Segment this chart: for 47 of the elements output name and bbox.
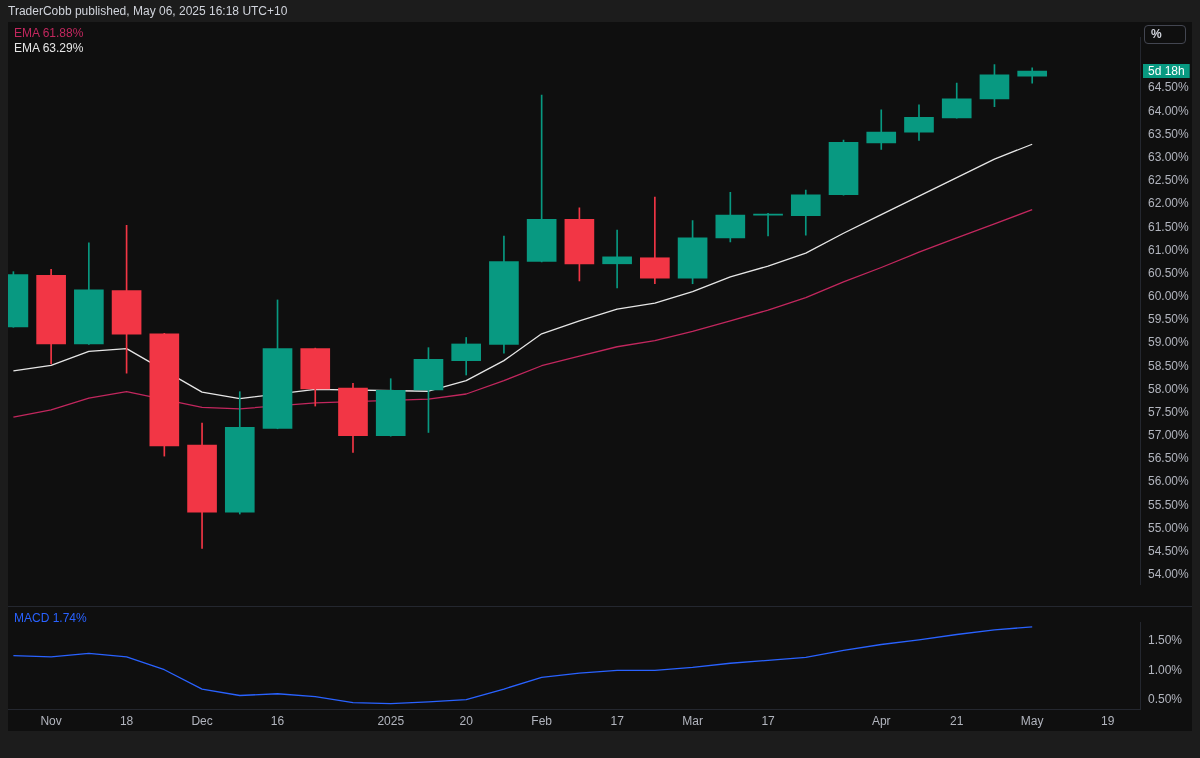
text: EMA 61.88% bbox=[14, 26, 84, 41]
y-tick-label: 63.50% bbox=[1148, 126, 1190, 141]
y-tick-label: 56.00% bbox=[1148, 474, 1190, 489]
y-tick-label: 60.00% bbox=[1148, 289, 1190, 304]
x-tick-label: Apr bbox=[871, 713, 891, 728]
y-axis-title: % bbox=[1144, 25, 1186, 44]
text: 5d 18h bbox=[1148, 64, 1185, 79]
y-tick-label: 59.50% bbox=[1148, 312, 1190, 327]
y-tick-label: 61.00% bbox=[1148, 242, 1190, 257]
y-tick-label: 59.00% bbox=[1148, 335, 1190, 350]
y-tick-label: 58.50% bbox=[1148, 358, 1190, 373]
y-tick-label: 62.00% bbox=[1148, 196, 1190, 211]
text: TraderCobb published, May 06, 2025 16:18 UTC+10 bbox=[8, 4, 288, 18]
y-tick-label: 54.00% bbox=[1148, 567, 1190, 582]
text: MACD 1.74% bbox=[14, 611, 87, 626]
y-tick-label: 61.50% bbox=[1148, 219, 1190, 234]
y-tick-label: 57.00% bbox=[1148, 428, 1190, 443]
x-tick-label: Dec bbox=[191, 713, 213, 728]
x-tick-label: 17 bbox=[610, 713, 625, 728]
x-tick-label: May bbox=[1020, 713, 1044, 728]
x-tick-label: 18 bbox=[119, 713, 134, 728]
candlestick bbox=[602, 229, 632, 289]
x-tick-label: Mar bbox=[682, 713, 703, 728]
y-tick-label: 0.50% bbox=[1148, 691, 1183, 706]
y-tick-label: 58.00% bbox=[1148, 381, 1190, 396]
y-tick-label: 56.50% bbox=[1148, 451, 1190, 466]
x-tick-label: 20 bbox=[459, 713, 474, 728]
y-tick-label: 55.50% bbox=[1148, 497, 1190, 512]
y-tick-label: 1.00% bbox=[1148, 662, 1183, 677]
x-tick-label: 19 bbox=[1100, 713, 1115, 728]
x-tick-label: 17 bbox=[761, 713, 776, 728]
x-tick-label: Nov bbox=[40, 713, 62, 728]
y-tick-label: 63.00% bbox=[1148, 149, 1190, 164]
x-tick-label: Feb bbox=[531, 713, 553, 728]
candlestick bbox=[640, 196, 670, 285]
x-tick-label: 21 bbox=[950, 713, 964, 728]
y-tick-label: 55.00% bbox=[1148, 520, 1190, 535]
text: EMA 63.29% bbox=[14, 41, 84, 56]
y-tick-label: 64.50% bbox=[1148, 80, 1190, 95]
y-tick-label: 60.50% bbox=[1148, 265, 1190, 280]
y-tick-label: 57.50% bbox=[1148, 404, 1190, 419]
y-tick-label: 64.00% bbox=[1148, 103, 1190, 118]
y-tick-label: 62.50% bbox=[1148, 173, 1190, 188]
y-tick-label: 1.50% bbox=[1148, 633, 1183, 648]
y-tick-label: 54.50% bbox=[1148, 543, 1190, 558]
x-tick-label: 2025 bbox=[377, 713, 405, 728]
x-tick-label: 16 bbox=[270, 713, 285, 728]
